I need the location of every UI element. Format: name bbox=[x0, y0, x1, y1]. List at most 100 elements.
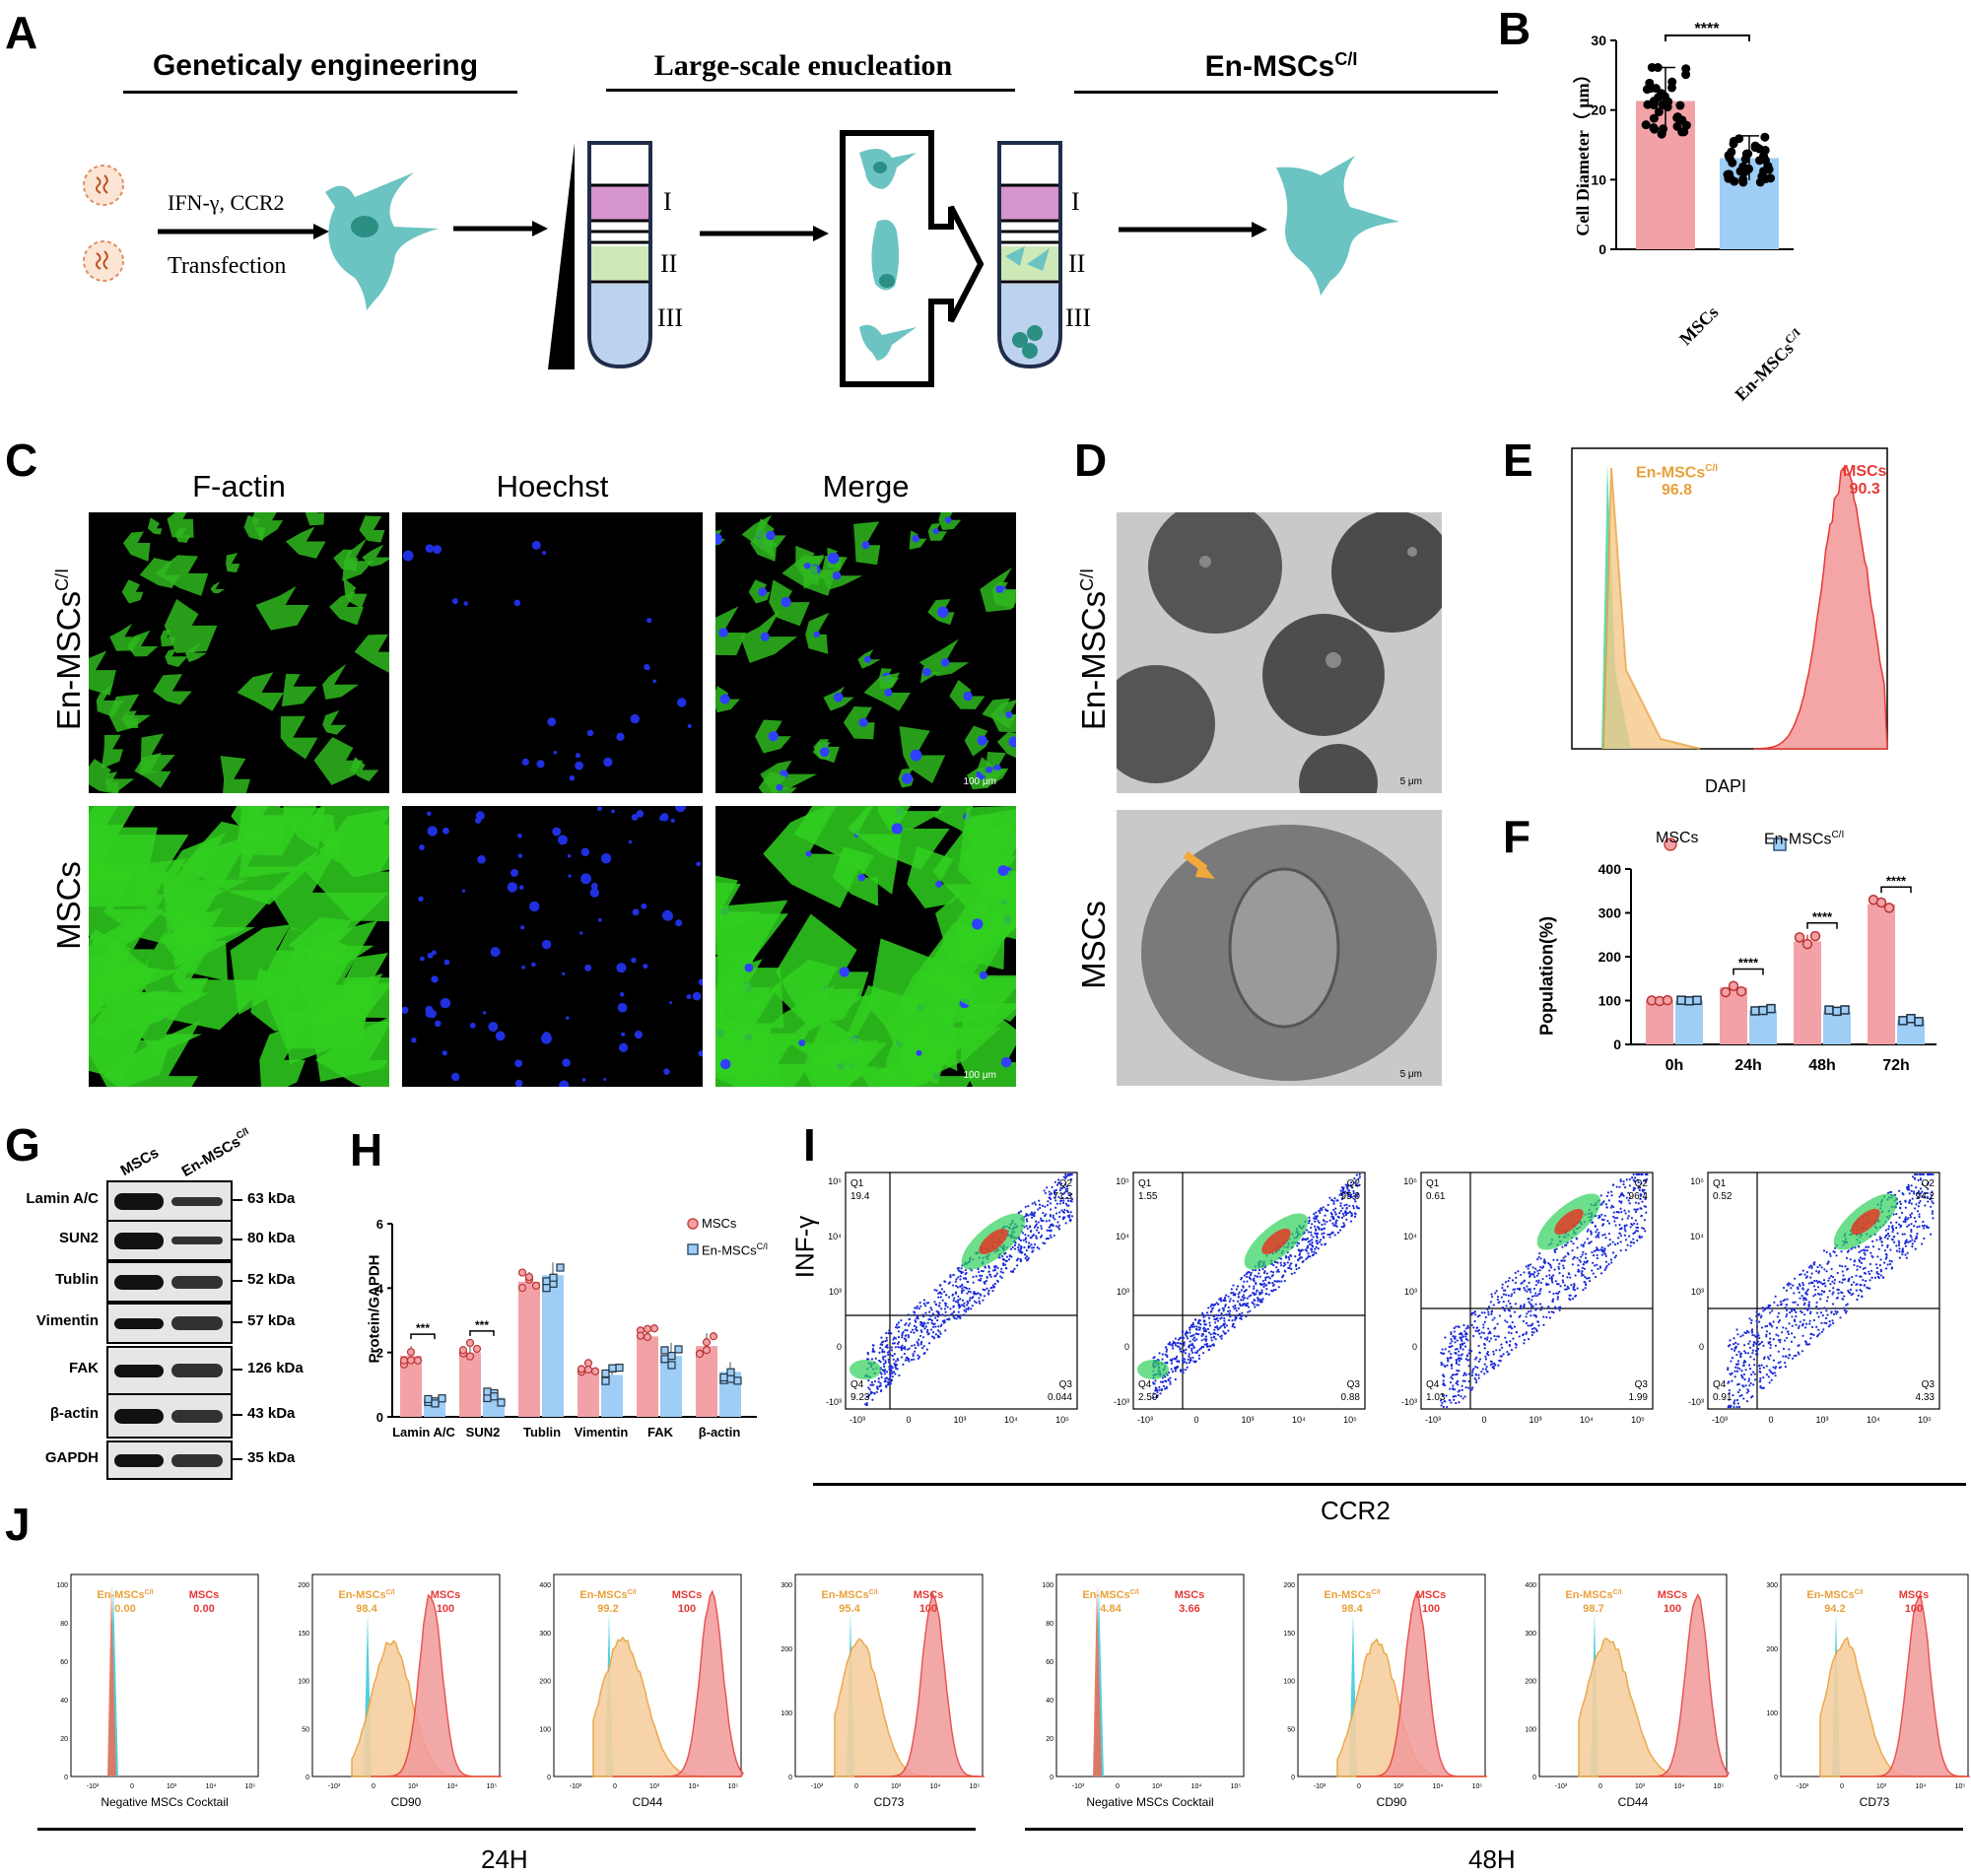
event-dot bbox=[890, 1349, 894, 1352]
event-dot bbox=[1324, 1214, 1326, 1217]
event-dot bbox=[1064, 1202, 1067, 1205]
transfection-label: Transfection bbox=[168, 253, 287, 279]
event-dot bbox=[1468, 1349, 1471, 1352]
nucleus-dot bbox=[552, 827, 562, 837]
event-dot bbox=[1786, 1304, 1789, 1306]
data-point bbox=[1750, 1006, 1760, 1016]
event-dot bbox=[885, 1331, 888, 1335]
data-point bbox=[1657, 89, 1666, 99]
event-dot bbox=[1249, 1309, 1252, 1312]
event-dot bbox=[957, 1310, 960, 1313]
event-dot bbox=[1819, 1311, 1823, 1314]
event-dot bbox=[1024, 1238, 1027, 1241]
event-dot bbox=[1913, 1216, 1916, 1220]
event-dot bbox=[1496, 1322, 1499, 1325]
panel-f-legend-en: En-MSCsC/I bbox=[1764, 830, 1845, 848]
event-dot bbox=[1918, 1225, 1921, 1228]
event-dot bbox=[897, 1321, 900, 1324]
event-dot bbox=[972, 1275, 975, 1279]
event-dot bbox=[1804, 1299, 1808, 1302]
event-dot bbox=[1633, 1180, 1636, 1183]
event-dot bbox=[1772, 1366, 1775, 1369]
event-dot bbox=[1053, 1218, 1056, 1221]
event-dot bbox=[1236, 1285, 1240, 1288]
data-point bbox=[636, 1331, 646, 1340]
event-dot bbox=[1738, 1368, 1741, 1371]
event-dot bbox=[1626, 1243, 1629, 1246]
event-dot bbox=[925, 1348, 928, 1351]
event-dot bbox=[956, 1301, 960, 1304]
event-dot bbox=[1009, 1270, 1013, 1273]
wb-kda-2: 52 kDa bbox=[247, 1271, 296, 1288]
event-dot bbox=[1237, 1296, 1240, 1299]
event-dot bbox=[1595, 1275, 1597, 1279]
event-dot bbox=[1207, 1348, 1211, 1351]
event-dot bbox=[1240, 1314, 1243, 1317]
nucleus-dot bbox=[646, 617, 652, 624]
event-dot bbox=[1354, 1200, 1357, 1203]
nucleus-dot bbox=[581, 1078, 586, 1082]
data-point bbox=[719, 1373, 728, 1382]
event-dot bbox=[1558, 1272, 1561, 1275]
event-dot bbox=[1287, 1256, 1290, 1259]
virus-icon bbox=[83, 165, 124, 206]
event-dot bbox=[1248, 1271, 1251, 1274]
panel-e-xlabel: DAPI bbox=[1705, 776, 1747, 796]
event-dot bbox=[1875, 1266, 1879, 1270]
event-dot bbox=[1829, 1254, 1832, 1257]
event-dot bbox=[1328, 1219, 1331, 1222]
data-point bbox=[465, 1338, 475, 1348]
event-dot bbox=[1329, 1198, 1333, 1202]
event-dot bbox=[1243, 1290, 1246, 1293]
event-dot bbox=[1172, 1340, 1175, 1343]
event-dot bbox=[1816, 1286, 1820, 1289]
cell-shape bbox=[147, 517, 163, 535]
event-dot bbox=[1508, 1353, 1511, 1356]
event-dot bbox=[919, 1334, 922, 1337]
event-dot bbox=[919, 1323, 922, 1326]
event-dot bbox=[1921, 1182, 1924, 1186]
event-dot bbox=[1062, 1211, 1065, 1214]
legend-msc: MSCs bbox=[189, 1589, 220, 1601]
event-dot bbox=[922, 1345, 925, 1348]
event-dot bbox=[1305, 1239, 1308, 1241]
bar-48h bbox=[1794, 941, 1821, 1044]
event-dot bbox=[965, 1277, 968, 1281]
event-dot bbox=[904, 1323, 907, 1326]
wb-band bbox=[171, 1409, 223, 1423]
event-dot bbox=[1515, 1346, 1518, 1349]
event-dot bbox=[1348, 1210, 1351, 1213]
event-dot bbox=[1492, 1353, 1495, 1356]
event-dot bbox=[1174, 1337, 1178, 1340]
event-dot bbox=[980, 1277, 983, 1280]
nucleus-dot bbox=[979, 971, 988, 979]
event-dot bbox=[1275, 1270, 1278, 1273]
event-dot bbox=[1537, 1255, 1540, 1259]
event-dot bbox=[1909, 1240, 1912, 1242]
event-dot bbox=[1338, 1212, 1341, 1215]
event-dot bbox=[1295, 1263, 1298, 1266]
event-dot bbox=[931, 1330, 935, 1334]
event-dot bbox=[885, 1376, 888, 1379]
event-dot bbox=[991, 1269, 995, 1272]
y-tick-label: 10 bbox=[1591, 171, 1606, 187]
event-dot bbox=[1257, 1297, 1259, 1301]
event-dot bbox=[1547, 1306, 1550, 1309]
event-dot bbox=[884, 1346, 887, 1349]
event-dot bbox=[1771, 1373, 1775, 1375]
event-dot bbox=[1515, 1276, 1518, 1279]
event-dot bbox=[1868, 1270, 1870, 1273]
event-dot bbox=[941, 1319, 944, 1322]
event-dot bbox=[1044, 1241, 1047, 1245]
event-dot bbox=[1232, 1284, 1235, 1287]
cell-shape bbox=[715, 1020, 811, 1087]
quad-q4: 1.03 bbox=[1426, 1392, 1446, 1403]
event-dot bbox=[1815, 1270, 1818, 1273]
event-dot bbox=[1450, 1338, 1453, 1341]
event-dot bbox=[1314, 1232, 1317, 1235]
event-dot bbox=[1787, 1330, 1790, 1333]
event-dot bbox=[1597, 1234, 1599, 1237]
event-dot bbox=[1209, 1333, 1212, 1336]
event-dot bbox=[1879, 1258, 1882, 1261]
